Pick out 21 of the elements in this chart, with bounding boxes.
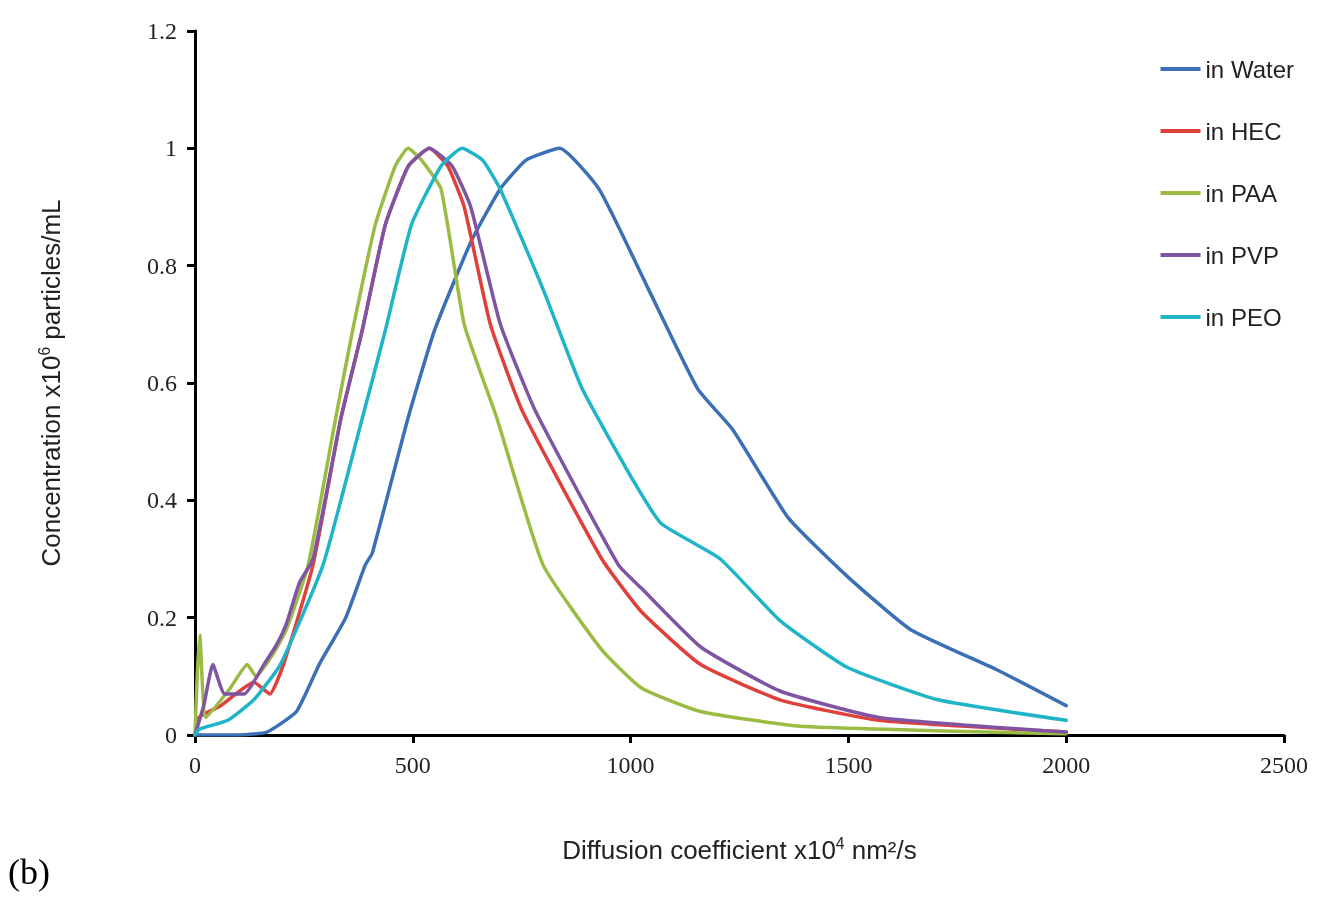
x-tick-label: 0 (189, 752, 201, 778)
text: (b) (8, 852, 50, 892)
line-series (193, 146, 1068, 737)
y-tick-label: 1 (165, 135, 177, 162)
y-tick-label: 0.2 (147, 604, 177, 631)
y-tick-label: 0.6 (147, 370, 177, 396)
legend-label: in PEO (1205, 303, 1282, 331)
x-tick-label: 2000 (1042, 752, 1091, 778)
y-tick-label: 1.2 (147, 18, 177, 44)
legend-label: in PAA (1205, 179, 1278, 207)
legend-label: in HEC (1205, 117, 1282, 145)
legend-label: in Water (1205, 55, 1295, 83)
y-tick-label: 0.8 (147, 252, 177, 279)
x-tick-label: 500 (394, 752, 431, 778)
x-tick-label: 2500 (1260, 752, 1308, 778)
legend-label: in PVP (1205, 241, 1279, 269)
x-tick-label: 1000 (606, 752, 655, 778)
y-axis-title: Concentration x106 particles/mL (35, 199, 66, 567)
x-tick-label: 1500 (824, 752, 873, 778)
y-tick-label: 0 (165, 722, 177, 748)
y-tick-label: 0.4 (147, 487, 177, 514)
